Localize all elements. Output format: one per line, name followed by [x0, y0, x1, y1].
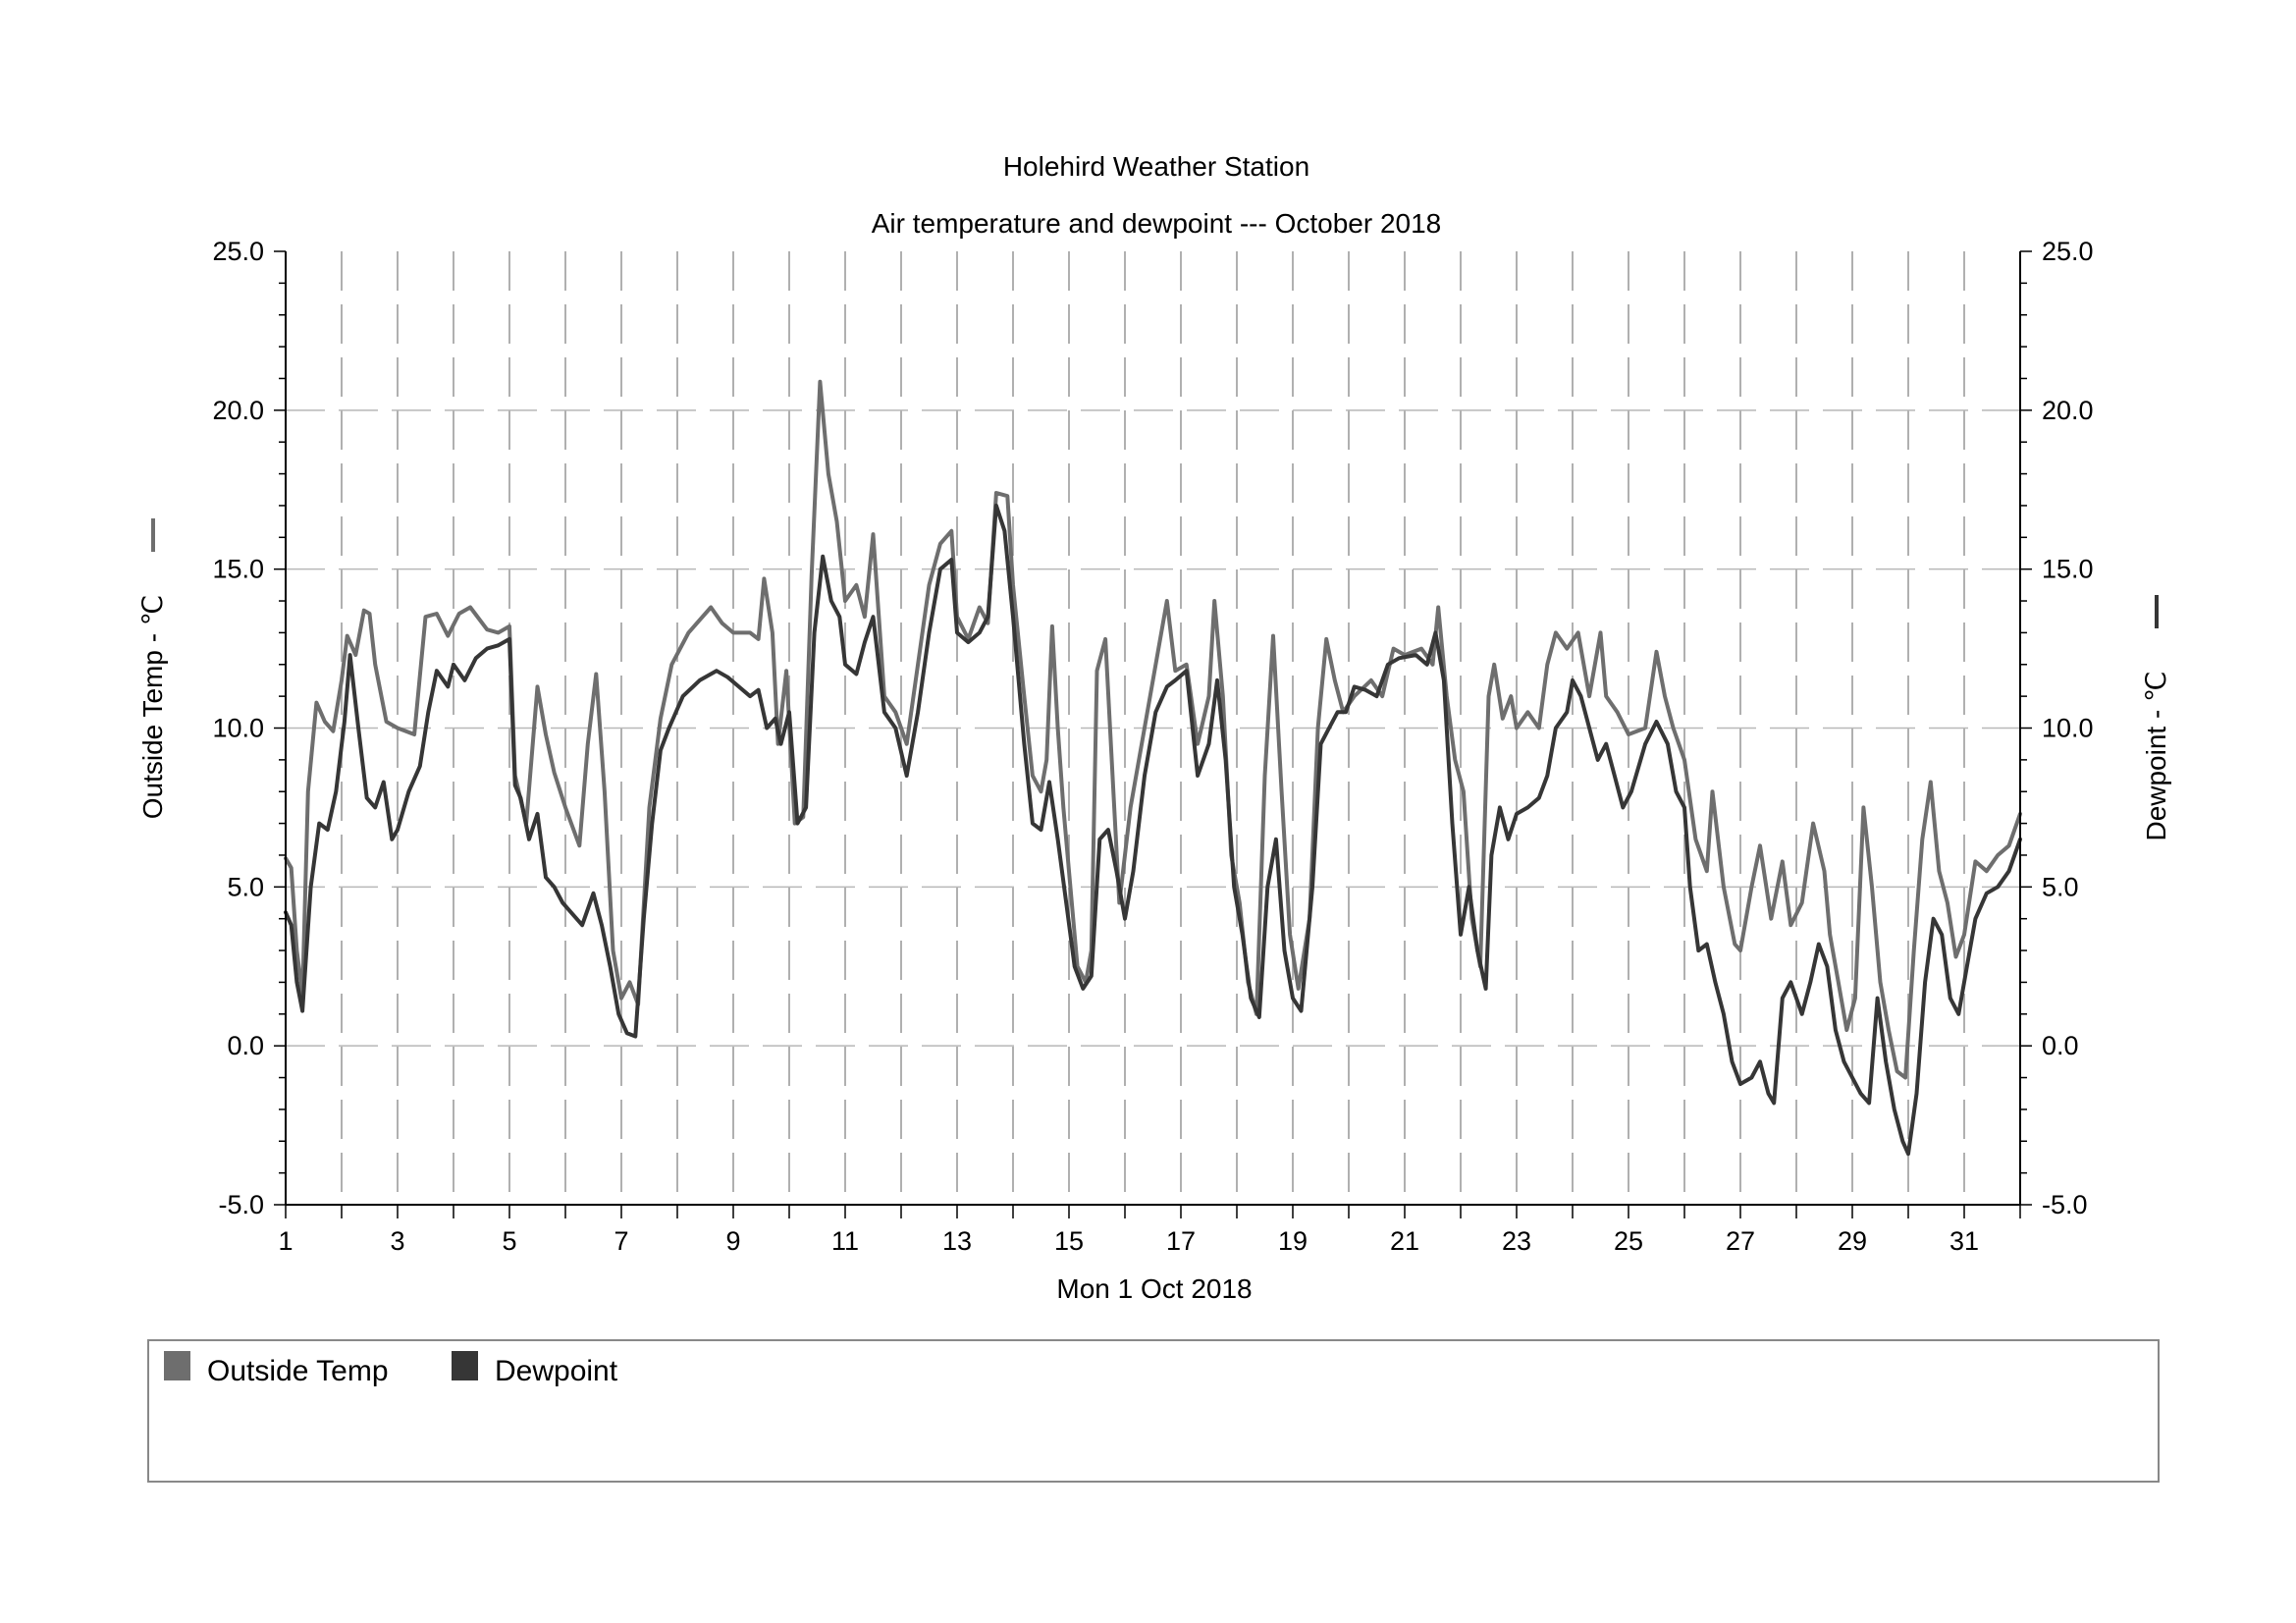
x-tick-label: 31 [1949, 1226, 1979, 1256]
x-tick-label: 29 [1838, 1226, 1867, 1256]
y-tick-label-right: 25.0 [2042, 237, 2094, 266]
ticks: -5.0 -5.0 0.0 0.0 5.0 5.0 10.0 10.0 15.0 15.0 20.0… [212, 237, 2093, 1256]
y-tick-label-left: 5.0 [227, 872, 264, 901]
y-axis-right-label: Dewpoint - ℃ [2141, 671, 2171, 840]
x-tick-label: 21 [1390, 1226, 1419, 1256]
x-axis-title: Mon 1 Oct 2018 [1056, 1273, 1252, 1304]
y-tick-label-right: -5.0 [2042, 1190, 2088, 1219]
series-layer [284, 379, 2022, 1157]
legend: Outside Temp Dewpoint [147, 1339, 2160, 1483]
y-tick-label-right: 15.0 [2042, 555, 2094, 584]
y-tick-label-right: 20.0 [2042, 396, 2094, 425]
legend-label-outside-temp: Outside Temp [207, 1355, 389, 1387]
y-tick-label-left: 0.0 [227, 1031, 264, 1060]
x-tick-label: 13 [942, 1226, 972, 1256]
x-tick-label: 7 [614, 1226, 628, 1256]
legend-swatch-dewpoint [452, 1351, 478, 1380]
legend-label-dewpoint: Dewpoint [495, 1355, 618, 1387]
y-tick-label-right: 5.0 [2042, 872, 2079, 901]
x-tick-label: 17 [1166, 1226, 1196, 1256]
y-tick-label-left: 10.0 [212, 714, 264, 743]
x-tick-label: 27 [1726, 1226, 1755, 1256]
legend-swatch-outside-temp [164, 1351, 190, 1380]
x-tick-label: 1 [278, 1226, 293, 1256]
y-tick-label-left: 20.0 [212, 396, 264, 425]
chart-title: Holehird Weather Station [1003, 151, 1309, 182]
y-tick-label-right: 0.0 [2042, 1031, 2079, 1060]
x-tick-label: 23 [1502, 1226, 1531, 1256]
x-tick-label: 25 [1614, 1226, 1643, 1256]
x-tick-label: 11 [831, 1226, 859, 1256]
y-axis-right-title: Dewpoint - ℃ [2141, 595, 2171, 841]
y-tick-label-left: 15.0 [212, 555, 264, 584]
x-tick-label: 3 [390, 1226, 404, 1256]
y-tick-label-left: 25.0 [212, 237, 264, 266]
y-tick-label-right: 10.0 [2042, 714, 2094, 743]
chart-subtitle: Air temperature and dewpoint --- October… [872, 208, 1442, 239]
x-tick-label: 9 [725, 1226, 740, 1256]
x-tick-label: 15 [1054, 1226, 1084, 1256]
y-axis-left-label: Outside Temp - ℃ [137, 595, 168, 820]
x-tick-label: 19 [1278, 1226, 1308, 1256]
y-tick-label-left: -5.0 [218, 1190, 264, 1219]
series-line-outside-temp [284, 379, 2022, 1080]
y-axis-left-title: Outside Temp - ℃ [137, 518, 168, 819]
legend-box [147, 1339, 2160, 1483]
series-line-dewpoint [284, 503, 2022, 1157]
x-tick-label: 5 [502, 1226, 516, 1256]
